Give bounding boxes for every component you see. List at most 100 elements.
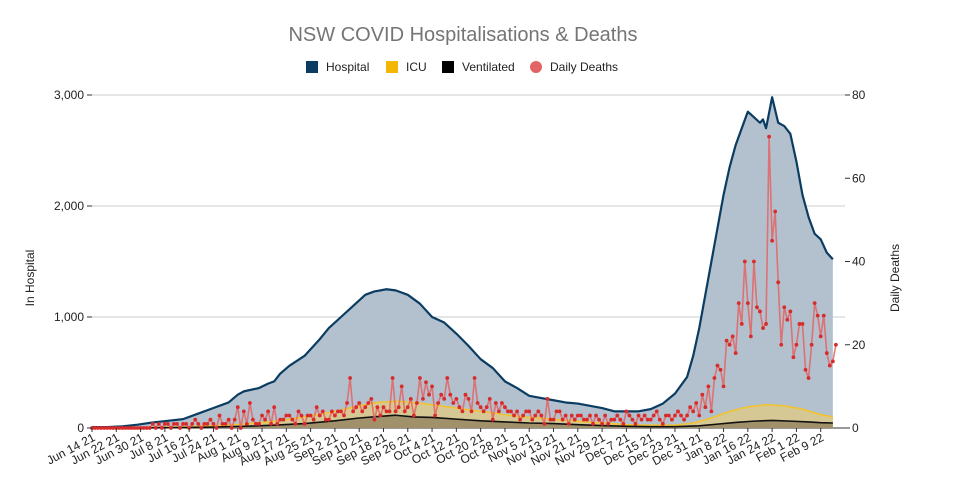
daily-deaths-point <box>721 384 726 389</box>
daily-deaths-point <box>411 413 416 418</box>
daily-deaths-point <box>788 309 793 314</box>
daily-deaths-point <box>666 413 671 418</box>
legend-swatch-square <box>386 61 398 73</box>
daily-deaths-point <box>542 421 547 426</box>
daily-deaths-point <box>108 426 113 430</box>
daily-deaths-point <box>144 426 149 430</box>
daily-deaths-point <box>524 409 529 414</box>
daily-deaths-point <box>527 409 532 414</box>
daily-deaths-point <box>697 413 702 418</box>
daily-deaths-point <box>533 413 538 418</box>
ventilated-area <box>92 415 833 428</box>
daily-deaths-point <box>509 409 513 414</box>
legend-item-ventilated[interactable]: Ventilated <box>442 60 515 74</box>
legend-item-icu[interactable]: ICU <box>386 60 427 74</box>
daily-deaths-point <box>105 426 110 430</box>
daily-deaths-point <box>357 401 362 405</box>
daily-deaths-point <box>830 359 835 364</box>
daily-deaths-point <box>755 305 759 310</box>
daily-deaths-point <box>767 134 771 139</box>
daily-deaths-point <box>366 401 371 405</box>
daily-deaths-point <box>712 376 717 380</box>
daily-deaths-point <box>594 413 598 418</box>
daily-deaths-point <box>178 426 182 430</box>
daily-deaths-point <box>439 392 444 397</box>
daily-deaths-point <box>739 322 744 326</box>
daily-deaths-point <box>585 417 589 422</box>
daily-deaths-point <box>193 417 198 422</box>
daily-deaths-point <box>436 401 441 405</box>
daily-deaths-point <box>624 409 629 414</box>
daily-deaths-point <box>463 392 468 397</box>
daily-deaths-point <box>676 409 680 414</box>
daily-deaths-point <box>603 413 608 418</box>
daily-deaths-point <box>111 426 116 430</box>
y-left-tick-label: 1,000 <box>54 310 84 324</box>
daily-deaths-point <box>670 417 674 422</box>
daily-deaths-point <box>421 396 425 401</box>
daily-deaths-point <box>496 409 501 414</box>
daily-deaths-point <box>414 401 419 405</box>
daily-deaths-point <box>609 417 614 422</box>
daily-deaths-point <box>806 376 811 380</box>
daily-deaths-point <box>554 409 559 414</box>
daily-deaths-point <box>812 301 817 306</box>
daily-deaths-point <box>402 409 407 414</box>
daily-deaths-point <box>679 413 683 418</box>
daily-deaths-point <box>217 413 222 418</box>
daily-deaths-point <box>263 417 267 422</box>
daily-deaths-point <box>399 384 404 389</box>
daily-deaths-point <box>572 417 577 422</box>
daily-deaths-point <box>785 317 790 322</box>
daily-deaths-point <box>135 426 140 430</box>
legend-swatch-square <box>306 61 318 73</box>
legend-item-daily-deaths[interactable]: Daily Deaths <box>530 60 618 74</box>
daily-deaths-point <box>323 417 328 422</box>
daily-deaths-point <box>442 396 447 401</box>
legend-label: Daily Deaths <box>550 60 618 74</box>
y-right-tick-label: 80 <box>852 88 866 102</box>
daily-deaths-point <box>302 421 307 426</box>
daily-deaths-point <box>123 426 128 430</box>
daily-deaths-point <box>281 417 286 422</box>
daily-deaths-point <box>445 376 450 380</box>
daily-deaths-point <box>597 417 601 422</box>
daily-deaths-point <box>317 413 322 418</box>
chart-title: NSW COVID Hospitalisations & Deaths <box>288 24 637 46</box>
daily-deaths-point <box>299 413 304 418</box>
legend-label: Ventilated <box>462 60 515 74</box>
daily-deaths-point <box>466 396 471 401</box>
daily-deaths-point <box>484 405 489 410</box>
legend-label: Hospital <box>326 60 369 74</box>
daily-deaths-point <box>475 401 480 405</box>
daily-deaths-point <box>326 417 331 422</box>
daily-deaths-point <box>275 421 280 426</box>
daily-deaths-point <box>657 417 662 422</box>
daily-deaths-point <box>827 363 832 368</box>
y-axis-right: 0 20 40 60 80 <box>845 88 866 435</box>
daily-deaths-point <box>612 417 617 422</box>
daily-deaths-point <box>226 417 231 422</box>
daily-deaths-point <box>241 409 246 414</box>
daily-deaths-point <box>329 409 334 414</box>
daily-deaths-point <box>581 417 586 422</box>
daily-deaths-point <box>254 421 258 426</box>
daily-deaths-point <box>175 421 179 426</box>
y-axis-left-title: In Hospital <box>23 250 37 307</box>
daily-deaths-point <box>96 426 100 430</box>
daily-deaths-point <box>651 413 656 418</box>
daily-deaths-point <box>642 413 647 418</box>
legend-label: ICU <box>406 60 427 74</box>
daily-deaths-point <box>815 313 820 318</box>
daily-deaths-point <box>418 376 422 380</box>
daily-deaths-point <box>287 413 292 418</box>
daily-deaths-point <box>575 413 580 418</box>
daily-deaths-point <box>150 421 155 426</box>
legend-swatch-circle <box>530 61 542 73</box>
daily-deaths-point <box>588 413 592 418</box>
daily-deaths-point <box>700 392 705 397</box>
legend-item-hospital[interactable]: Hospital <box>306 60 369 74</box>
daily-deaths-point <box>709 409 714 414</box>
daily-deaths-point <box>208 417 213 422</box>
